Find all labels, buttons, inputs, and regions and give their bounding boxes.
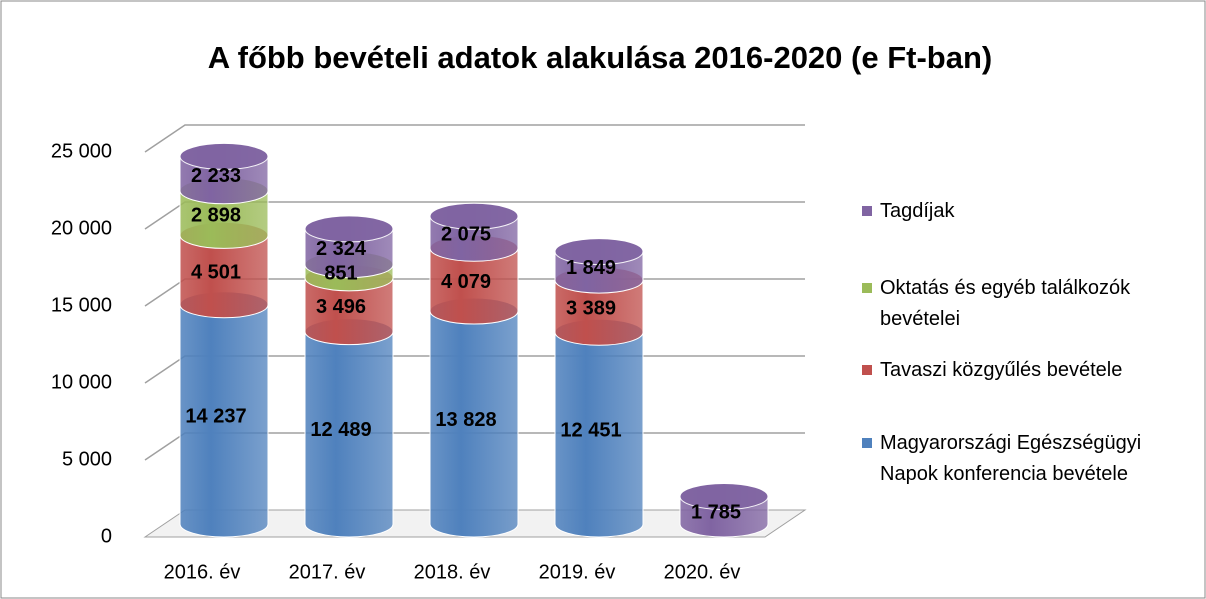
y-tick-label: 10 000 [51,371,112,393]
x-tick-label: 2020. év [664,561,741,583]
legend-item: Tavaszi közgyűlés bevétele [862,355,1192,386]
data-label: 3 496 [316,296,366,318]
data-label: 13 828 [435,409,496,431]
y-tick-label: 15 000 [51,294,112,316]
data-label: 1 849 [566,257,616,279]
x-tick-label: 2019. év [539,561,616,583]
x-tick-label: 2018. év [414,561,491,583]
cylinder-top [554,238,644,266]
data-label: 4 501 [191,261,241,283]
data-label: 14 237 [185,406,246,428]
legend-label: Oktatás és egyéb találkozók bevételei [880,277,1131,330]
legend-item: Oktatás és egyéb találkozók bevételei [862,273,1192,335]
data-label: 3 389 [566,297,616,319]
legend-swatch [862,438,872,448]
legend-item: Magyarországi Egészségügyi Napok konfere… [862,428,1192,490]
x-tick-label: 2016. év [164,561,241,583]
y-tick-label: 0 [101,525,112,547]
grid-line [144,124,805,153]
data-label: 2 324 [316,238,367,260]
data-label: 1 785 [691,502,741,524]
data-label: 12 451 [560,419,621,441]
x-tick-label: 2017. év [289,561,366,583]
legend-swatch [862,365,872,375]
chart-title: A főbb bevételi adatok alakulása 2016-20… [208,40,992,75]
cylinder-top [429,202,519,230]
data-label: 851 [324,263,357,285]
legend-label: Tavaszi közgyűlés bevétele [880,359,1123,381]
cylinder-top [179,142,269,170]
legend-swatch [862,206,872,216]
data-label: 2 075 [441,224,491,246]
legend-label: Magyarországi Egészségügyi Napok konfere… [880,432,1142,485]
data-label: 4 079 [441,271,491,293]
legend-label: Tagdíjak [880,200,955,222]
legend-item: Tagdíjak [862,196,1192,227]
legend-swatch [862,283,872,293]
data-label: 12 489 [310,419,371,441]
data-label: 2 898 [191,204,241,226]
cylinder-top [304,215,394,243]
y-tick-label: 20 000 [51,217,112,239]
y-tick-label: 5 000 [62,448,112,470]
y-tick-label: 25 000 [51,140,112,162]
data-label: 2 233 [191,165,241,187]
cylinder-top [679,483,769,511]
